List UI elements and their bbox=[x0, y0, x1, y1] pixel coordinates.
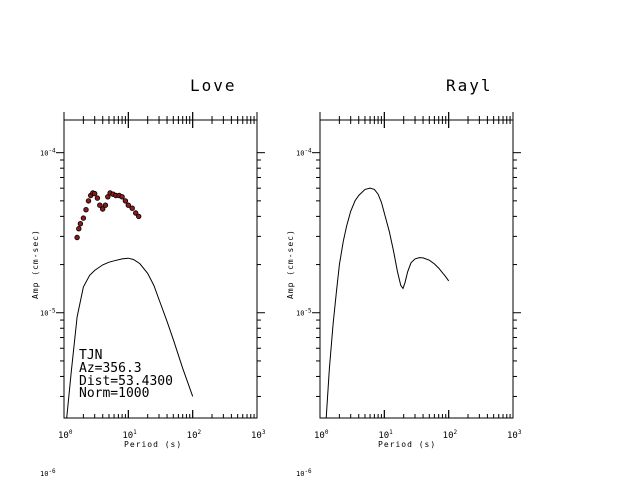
love-observed-point bbox=[83, 206, 89, 213]
love-observed-point bbox=[122, 198, 129, 204]
love-title: Love bbox=[190, 76, 237, 95]
rayl-title: Rayl bbox=[446, 76, 493, 95]
rayl-x-axis-label: Period (s) bbox=[378, 440, 436, 449]
love-y-tick-labels: 10-4 10-5 10-6 bbox=[40, 148, 56, 478]
love-observed-point bbox=[94, 195, 101, 201]
love-y-tick-label: 10-5 bbox=[40, 308, 56, 318]
love-observed-point bbox=[119, 194, 125, 200]
love-ticks bbox=[56, 112, 265, 418]
love-x-tick-label: 103 bbox=[251, 429, 266, 441]
rayl-x-tick-label: 100 bbox=[314, 429, 329, 441]
rayl-x-tick-label: 101 bbox=[378, 429, 393, 441]
rayl-series bbox=[320, 187, 450, 419]
love-x-tick-label: 101 bbox=[122, 429, 137, 441]
love-observed-point bbox=[129, 205, 135, 211]
love-observed-point bbox=[74, 234, 80, 241]
rayl-model-curve bbox=[320, 187, 450, 419]
rayl-ticks bbox=[312, 112, 521, 418]
love-observed-point bbox=[125, 202, 131, 208]
love-x-tick-labels: 100 101 102 103 bbox=[58, 429, 266, 441]
love-plot-frame bbox=[63, 119, 258, 419]
station-annotation: TJN bbox=[79, 348, 102, 363]
love-y-tick-label: 10-4 bbox=[40, 148, 56, 158]
rayl-plot-frame bbox=[319, 119, 514, 419]
love-observed-point bbox=[76, 225, 82, 232]
love-observed-point bbox=[99, 206, 106, 212]
rayl-y-axis-label: Amp (cm-sec) bbox=[286, 229, 295, 299]
love-observed-point bbox=[91, 190, 98, 197]
love-x-tick-label: 100 bbox=[58, 429, 73, 441]
rayl-x-tick-labels: 100 101 102 103 bbox=[314, 429, 522, 441]
rayl-y-tick-label: 10-5 bbox=[296, 308, 312, 318]
love-series bbox=[66, 190, 194, 419]
love-annotations: TJN Az=356.3 Dist=53.4300 Norm=1000 bbox=[79, 348, 173, 401]
love-observed-point bbox=[105, 194, 111, 200]
love-observed-point bbox=[80, 215, 87, 221]
love-observed-point bbox=[85, 198, 92, 204]
rayl-x-tick-label: 102 bbox=[443, 429, 458, 441]
love-model-curve bbox=[66, 257, 194, 419]
love-observed-point bbox=[77, 220, 84, 227]
rayl-y-tick-labels: 10-4 10-5 10-6 bbox=[296, 148, 312, 478]
love-panel: Love 10-4 10-5 10-6 100 101 102 103 Period (s… bbox=[31, 76, 266, 478]
love-y-axis-label: Amp (cm-sec) bbox=[31, 229, 40, 299]
love-y-tick-label: 10-6 bbox=[40, 468, 56, 478]
azimuth-annotation: Az=356.3 bbox=[79, 361, 142, 376]
rayl-y-tick-label: 10-6 bbox=[296, 468, 312, 478]
love-observed-point bbox=[135, 213, 142, 220]
love-observed-point bbox=[97, 202, 103, 208]
rayl-x-tick-label: 103 bbox=[507, 429, 522, 441]
rayl-y-tick-label: 10-4 bbox=[296, 148, 312, 158]
love-x-axis-label: Period (s) bbox=[124, 440, 182, 449]
norm-annotation: Norm=1000 bbox=[79, 386, 149, 401]
love-observed-point bbox=[132, 210, 139, 216]
love-observed-point bbox=[102, 202, 109, 208]
distance-annotation: Dist=53.4300 bbox=[79, 374, 173, 389]
love-x-tick-label: 102 bbox=[187, 429, 202, 441]
rayl-panel: Rayl 10-4 10-5 10-6 100 101 102 103 Period (s… bbox=[286, 76, 522, 478]
